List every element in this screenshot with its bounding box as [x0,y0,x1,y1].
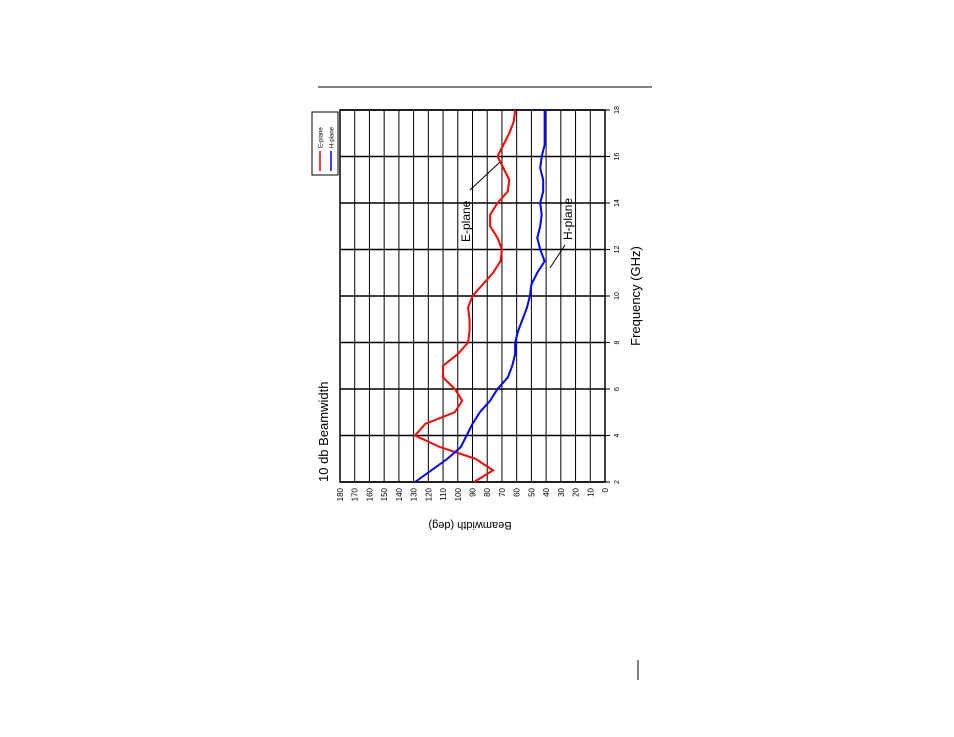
y-tick-label: 20 [572,487,581,496]
x-axis-label: Frequency (GHz) [628,246,643,346]
data-line [413,109,517,483]
y-tick-label: 100 [454,487,463,501]
y-tick-label: 110 [439,487,448,500]
y-tick-label: 80 [483,487,492,496]
y-axis-label: Beamwidth (deg) [428,519,511,531]
x-tick-label: 2 [614,480,621,484]
x-tick-label: 16 [614,153,621,161]
y-tick-label: 40 [542,487,551,496]
x-tick-label: 10 [614,292,621,300]
y-tick-label: 150 [380,487,389,501]
x-tick-label: 14 [614,199,621,207]
x-tick-label: 4 [614,433,621,437]
y-tick-label: 180 [336,487,345,501]
y-tick-label: 120 [424,487,433,501]
x-tick-label: 8 [614,340,621,344]
chart-title: 10 db Beamwidth [316,382,331,482]
x-tick-label: 6 [614,387,621,391]
annotation: H-plane [561,198,575,240]
y-tick-label: 140 [395,487,404,501]
x-tick-label: 12 [614,246,621,254]
y-tick-label: 50 [527,487,536,496]
legend-label: H-plane [330,126,336,148]
x-tick-label: 18 [614,106,621,114]
y-tick-label: 170 [351,487,360,501]
data-line [414,110,546,483]
rotated-chart: 10 db Beamwidth Frequency (GHz) 0 10 20 30 4… [311,106,643,501]
y-tick-label: 70 [498,487,507,496]
y-tick-label: 160 [365,487,374,501]
y-tick-label: 60 [513,487,522,496]
y-tick-label: 10 [586,487,595,496]
legend-label: E-plane [319,127,325,148]
y-tick-label: 30 [557,487,566,496]
annotation-leader [549,244,566,269]
annotation: E-plane [459,200,473,242]
y-tick-label: 130 [410,487,419,501]
y-tick-label: 0 [601,487,610,492]
annotation-leader [469,161,501,191]
y-tick-label: 90 [469,487,478,496]
